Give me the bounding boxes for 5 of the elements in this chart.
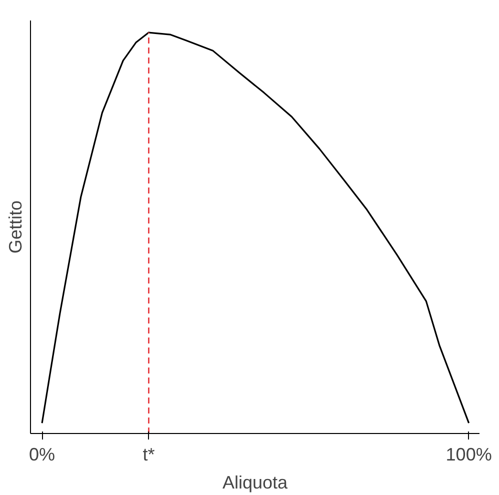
x-tick-label: 0% [29,444,56,464]
x-tick-label: 100% [446,444,492,464]
x-axis-title: Aliquota [222,472,289,492]
x-tick-label: t* [142,444,155,464]
y-axis-title: Gettito [6,200,26,254]
